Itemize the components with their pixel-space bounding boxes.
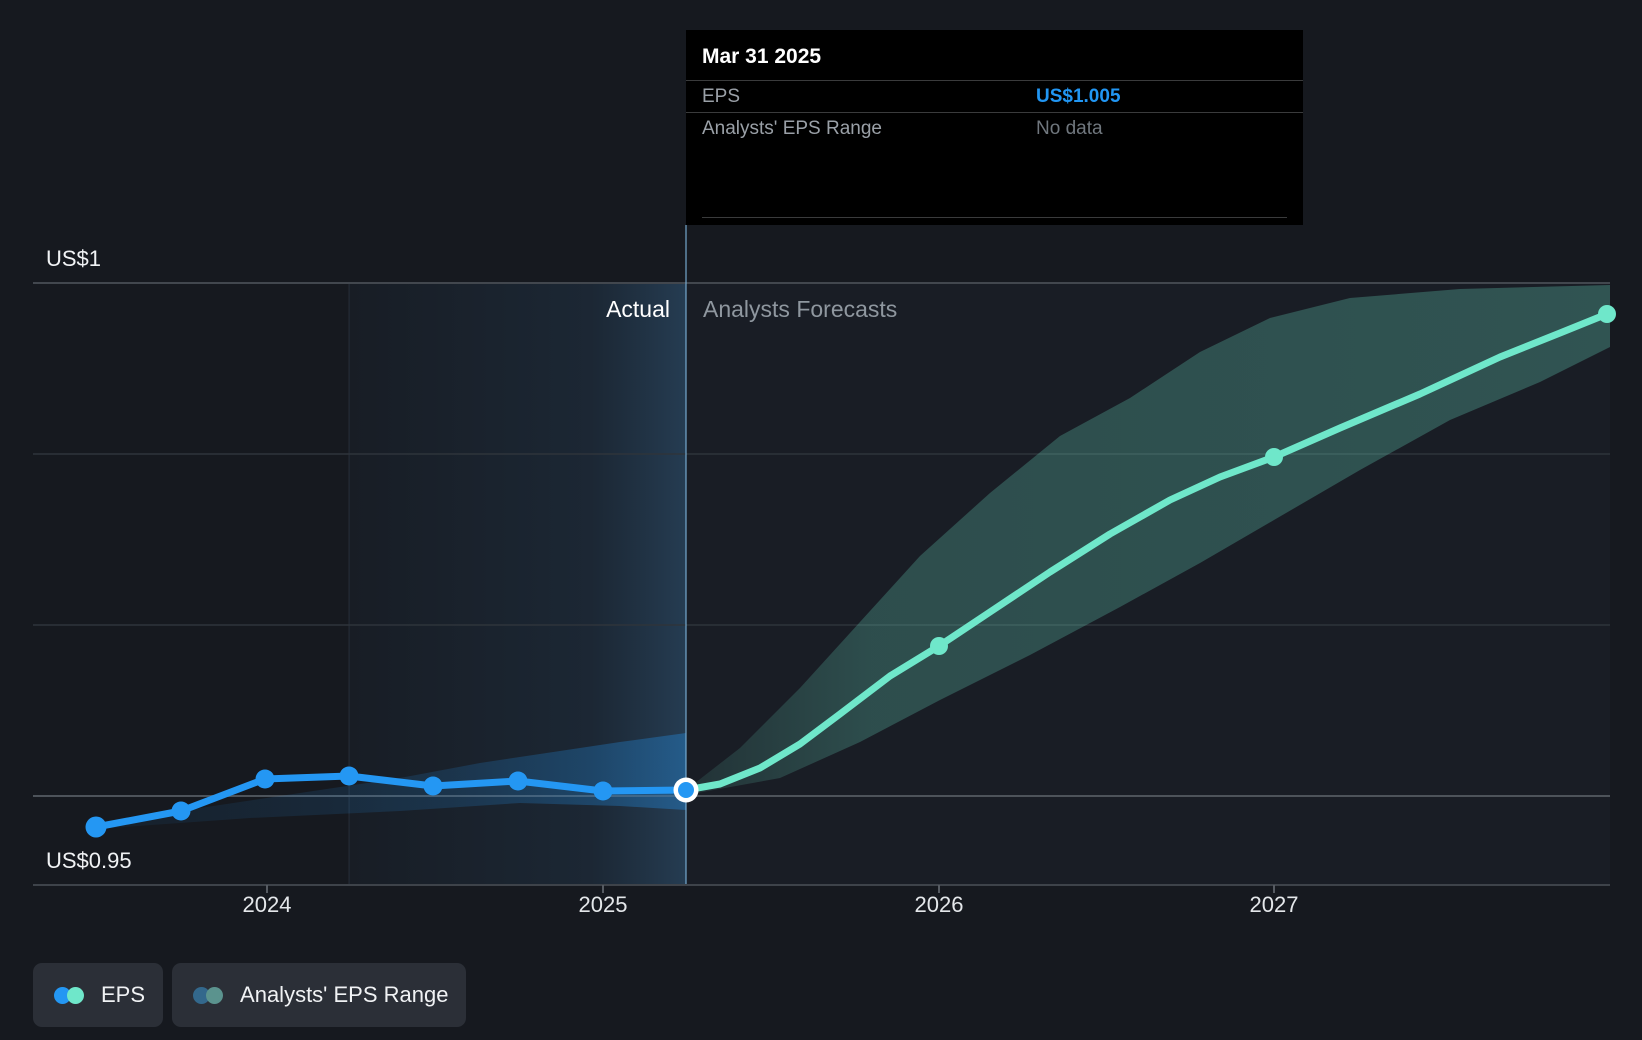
actual-data-point[interactable] <box>171 801 191 821</box>
tooltip-eps-label: EPS <box>702 85 741 107</box>
actual-data-point[interactable] <box>255 769 275 789</box>
tooltip-eps-range-value: No data <box>1036 117 1103 139</box>
x-axis-label-2024: 2024 <box>242 892 292 917</box>
actual-data-point[interactable] <box>423 776 443 796</box>
eps-legend-swatch-icon <box>54 986 84 1004</box>
forecast-data-point[interactable] <box>930 637 948 655</box>
legend-item-eps-label: EPS <box>101 982 146 1007</box>
forecast-data-point[interactable] <box>1598 305 1616 323</box>
x-axis-label-2025: 2025 <box>578 892 628 917</box>
actual-eps-line <box>92 772 690 831</box>
actual-region-label: Actual <box>606 296 670 322</box>
forecast-eps-line <box>682 310 1611 794</box>
tooltip-divider <box>702 217 1287 218</box>
legend: EPS Analysts' EPS Range <box>33 963 467 1027</box>
actual-data-point[interactable] <box>339 766 359 786</box>
forecast-data-point[interactable] <box>1265 448 1283 466</box>
x-axis-label-2027: 2027 <box>1249 892 1299 917</box>
tooltip-row-eps-range: Analysts' EPS Range No data <box>686 113 1303 144</box>
tooltip-row-eps: EPS US$1.005 <box>686 81 1303 113</box>
tooltip-date: Mar 31 2025 <box>686 30 1303 81</box>
legend-item-eps[interactable]: EPS <box>33 963 164 1027</box>
actual-data-point[interactable] <box>85 816 107 838</box>
legend-item-analysts-eps-range[interactable]: Analysts' EPS Range <box>172 963 467 1027</box>
teal-dot-icon <box>67 986 84 1004</box>
sage-dot-icon <box>206 986 224 1004</box>
x-axis-label-2026: 2026 <box>914 892 964 917</box>
y-axis-label-max: US$1 <box>46 246 102 271</box>
y-axis-label-min: US$0.95 <box>46 848 132 873</box>
forecast-region-label: Analysts Forecasts <box>703 296 898 322</box>
current-point-dot[interactable] <box>678 782 694 798</box>
chart-tooltip: Mar 31 2025 EPS US$1.005 Analysts' EPS R… <box>686 30 1303 225</box>
tooltip-eps-value: US$1.005 <box>1036 85 1121 107</box>
steel-dot-icon <box>193 986 211 1004</box>
range-legend-swatch-icon <box>193 986 224 1004</box>
blue-dot-icon <box>54 986 71 1004</box>
tooltip-eps-range-label: Analysts' EPS Range <box>702 117 882 139</box>
legend-item-analysts-eps-range-label: Analysts' EPS Range <box>240 982 449 1007</box>
actual-data-point[interactable] <box>593 781 613 801</box>
actual-data-point[interactable] <box>508 771 528 791</box>
